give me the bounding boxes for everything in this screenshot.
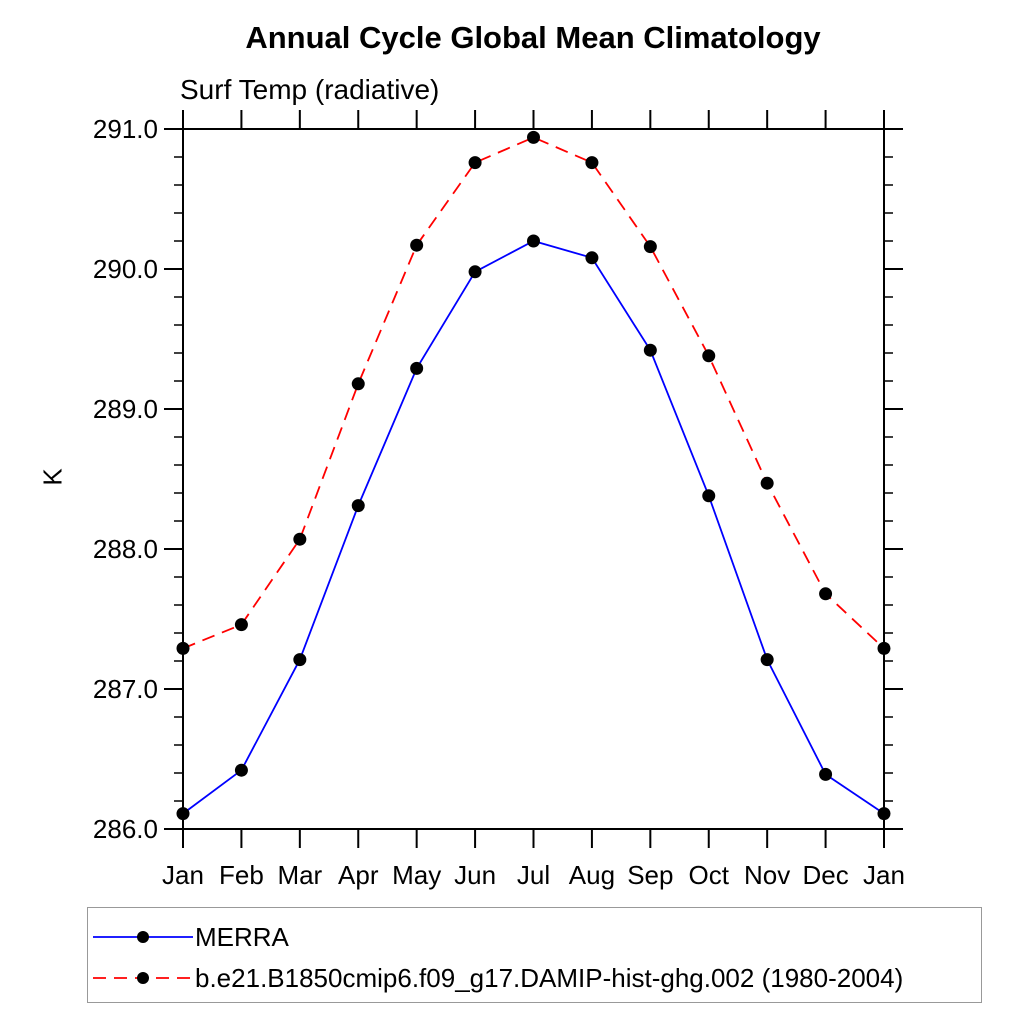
y-tick-label: 287.0 bbox=[93, 674, 158, 704]
x-tick-label: Feb bbox=[219, 860, 264, 890]
data-point-marker bbox=[468, 156, 482, 170]
data-point-marker bbox=[643, 240, 657, 254]
data-point-marker bbox=[877, 807, 891, 821]
data-point-marker bbox=[351, 377, 365, 391]
data-point-marker bbox=[585, 251, 599, 265]
x-tick-label: Jan bbox=[863, 860, 905, 890]
chart-subtitle: Surf Temp (radiative) bbox=[180, 74, 440, 105]
x-tick-label: Aug bbox=[569, 860, 615, 890]
data-point-marker bbox=[527, 234, 540, 248]
data-point-marker bbox=[468, 265, 482, 279]
legend-label-model: b.e21.B1850cmip6.f09_g17.DAMIP-hist-ghg.… bbox=[195, 962, 904, 993]
legend-item-merra: MERRA bbox=[90, 922, 289, 952]
x-tick-label: Oct bbox=[689, 860, 730, 890]
x-tick-label: Apr bbox=[338, 860, 379, 890]
y-tick-label: 291.0 bbox=[93, 114, 158, 144]
data-point-marker bbox=[702, 349, 716, 363]
data-point-marker bbox=[877, 641, 891, 655]
data-point-marker bbox=[819, 587, 833, 601]
x-tick-label: Nov bbox=[744, 860, 790, 890]
legend-marker-model bbox=[137, 972, 149, 984]
y-tick-label: 288.0 bbox=[93, 534, 158, 564]
legend-line-sample-merra bbox=[93, 931, 193, 943]
y-tick-label: 286.0 bbox=[93, 814, 158, 844]
x-tick-label: May bbox=[392, 860, 441, 890]
x-tick-label: Jun bbox=[454, 860, 496, 890]
data-point-marker bbox=[234, 763, 248, 777]
y-tick-label: 290.0 bbox=[93, 254, 158, 284]
data-point-marker bbox=[293, 532, 307, 546]
data-point-marker bbox=[234, 618, 248, 632]
plot-frame bbox=[182, 128, 885, 830]
legend-item-model: b.e21.B1850cmip6.f09_g17.DAMIP-hist-ghg.… bbox=[90, 963, 903, 993]
x-tick-label: Mar bbox=[277, 860, 322, 890]
series-line-model bbox=[182, 136, 885, 650]
x-tick-label: Dec bbox=[802, 860, 848, 890]
legend-label-merra: MERRA bbox=[195, 921, 289, 952]
data-point-marker bbox=[527, 130, 540, 144]
data-point-marker bbox=[410, 361, 424, 375]
data-point-marker bbox=[351, 499, 365, 513]
data-point-marker bbox=[293, 653, 307, 667]
x-tick-label: Jul bbox=[517, 860, 550, 890]
x-tick-label: Sep bbox=[627, 860, 673, 890]
data-point-marker bbox=[760, 476, 774, 490]
x-tick-label: Jan bbox=[162, 860, 204, 890]
data-point-marker bbox=[702, 489, 716, 503]
data-point-marker bbox=[176, 641, 190, 655]
data-point-marker bbox=[760, 653, 774, 667]
chart-title: Annual Cycle Global Mean Climatology bbox=[245, 20, 821, 55]
data-point-marker bbox=[410, 238, 424, 252]
series-line-merra bbox=[182, 240, 885, 815]
data-point-marker bbox=[176, 807, 190, 821]
y-tick-label: 289.0 bbox=[93, 394, 158, 424]
legend-line-sample-model bbox=[93, 972, 193, 984]
data-point-marker bbox=[643, 343, 657, 357]
legend-marker-merra bbox=[137, 931, 149, 943]
data-point-marker bbox=[585, 156, 599, 170]
data-point-marker bbox=[819, 767, 833, 781]
legend: MERRA b.e21.B1850cmip6.f09_g17.DAMIP-his… bbox=[87, 907, 982, 1003]
